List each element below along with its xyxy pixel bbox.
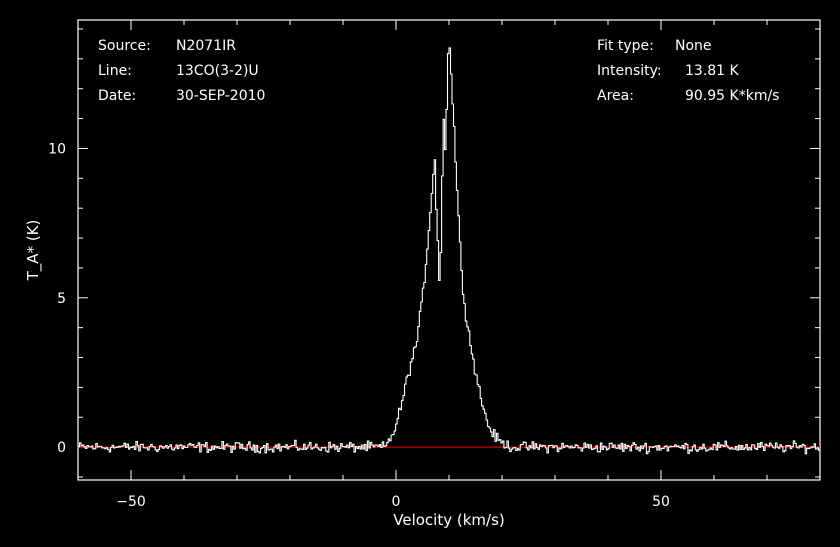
fit-type-label: Fit type: bbox=[597, 38, 654, 54]
y-axis-label: T_A* (K) bbox=[24, 220, 43, 282]
area-value: 90.95 K*km/s bbox=[685, 88, 779, 104]
intensity-label: Intensity: bbox=[597, 63, 662, 79]
line-value: 13CO(3-2)U bbox=[176, 63, 259, 79]
source-label: Source: bbox=[98, 38, 151, 54]
area-label: Area: bbox=[597, 88, 634, 104]
y-tick-label: 0 bbox=[57, 440, 66, 456]
source-value: N2071IR bbox=[176, 38, 236, 54]
x-axis-label: Velocity (km/s) bbox=[393, 511, 504, 529]
date-label: Date: bbox=[98, 88, 136, 104]
x-tick-label: 0 bbox=[392, 494, 401, 510]
y-tick-label: 10 bbox=[48, 141, 66, 157]
x-tick-label: −50 bbox=[116, 494, 146, 510]
intensity-value: 13.81 K bbox=[685, 63, 740, 79]
y-tick-label: 5 bbox=[57, 291, 66, 307]
y-axis-label-group: T_A* (K) bbox=[24, 220, 43, 282]
x-tick-label: 50 bbox=[652, 494, 670, 510]
date-value: 30-SEP-2010 bbox=[176, 88, 265, 104]
line-label: Line: bbox=[98, 63, 132, 79]
spectrum-line bbox=[78, 47, 820, 455]
fit-type-value: None bbox=[675, 38, 712, 54]
